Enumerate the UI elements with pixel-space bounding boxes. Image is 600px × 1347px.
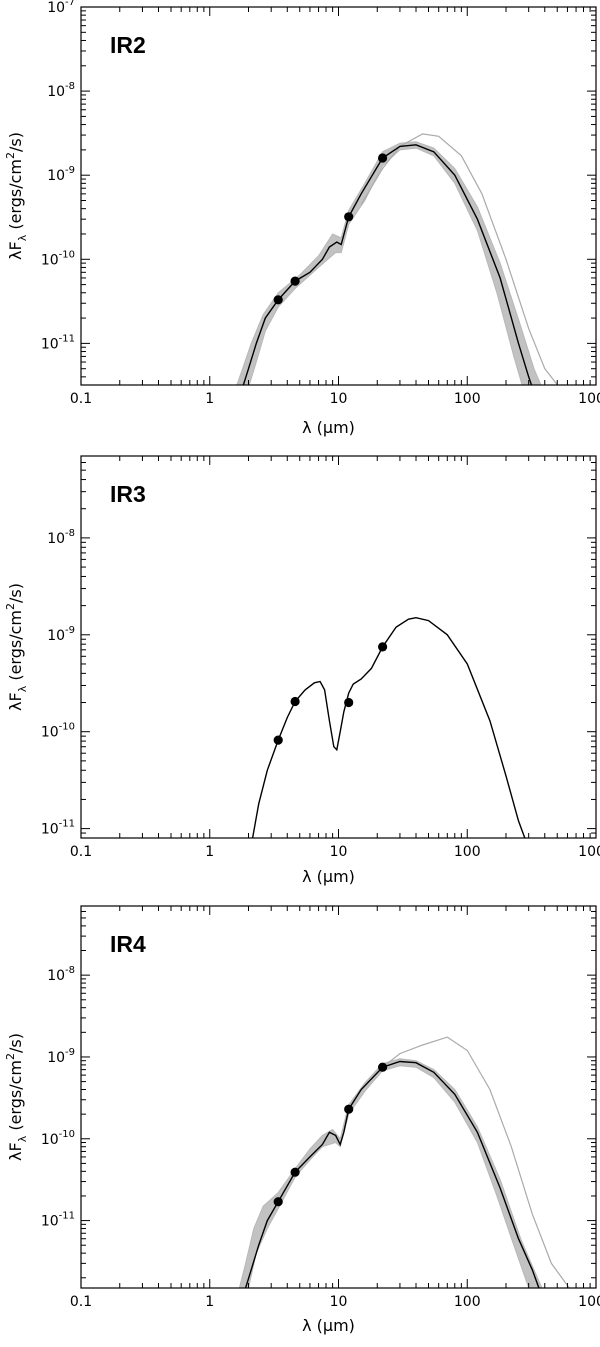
y-tick-label: 10-8 bbox=[47, 81, 75, 100]
x-tick-label: 100 bbox=[454, 391, 481, 407]
x-axis-label: λ (μm) bbox=[302, 867, 355, 886]
x-axis-label: λ (μm) bbox=[302, 1316, 355, 1335]
best-fit-line bbox=[251, 616, 526, 838]
data-point-2 bbox=[290, 1167, 300, 1177]
sed-panel-ir2: 0.1 1 10 100 1000 10-11 10-10 10-9 10-8 10-7 λ (μm… bbox=[4, 0, 600, 437]
y-tick-label: 10-11 bbox=[41, 819, 75, 838]
x-tick-label: 1000 bbox=[578, 391, 600, 407]
y-tick-label: 10-10 bbox=[41, 1129, 75, 1148]
sed-panel-ir3: 0.1 1 10 100 1000 10-11 10-10 10-9 10-8 λ (μm) λFλ… bbox=[4, 455, 600, 886]
x-tick-label: 1000 bbox=[578, 1294, 600, 1310]
data-point-3 bbox=[344, 1104, 354, 1114]
data-point-1 bbox=[273, 295, 283, 305]
y-tick-label: 10-11 bbox=[41, 333, 75, 352]
data-point-2 bbox=[290, 276, 300, 286]
panel-title: IR3 bbox=[110, 481, 146, 507]
y-tick-label: 10-10 bbox=[41, 722, 75, 741]
x-tick-label: 0.1 bbox=[70, 844, 92, 860]
plot-area bbox=[251, 616, 526, 838]
data-point-4 bbox=[378, 153, 388, 163]
data-point-4 bbox=[378, 1062, 388, 1072]
plot-frame bbox=[80, 455, 597, 839]
y-axis-label: λFλ (ergs/cm2/s) bbox=[4, 132, 29, 260]
data-point-3 bbox=[344, 697, 354, 708]
y-axis-label: λFλ (ergs/cm2/s) bbox=[4, 1033, 29, 1161]
sed-panel-ir4: 0.1 1 10 100 1000 10-11 10-10 10-9 10-8 λ (μm) λFλ… bbox=[4, 905, 600, 1335]
data-point-1 bbox=[273, 1197, 283, 1207]
x-tick-label: 10 bbox=[330, 844, 348, 860]
x-tick-label: 0.1 bbox=[70, 391, 92, 407]
panel-title: IR2 bbox=[110, 32, 146, 58]
x-tick-label: 1 bbox=[205, 1294, 214, 1310]
y-tick-label: 10-9 bbox=[47, 165, 75, 184]
data-point-1 bbox=[273, 735, 283, 745]
x-tick-label: 10 bbox=[330, 1294, 348, 1310]
x-tick-label: 10 bbox=[330, 391, 348, 407]
y-tick-label: 10-8 bbox=[47, 528, 75, 547]
y-tick-label: 10-9 bbox=[47, 1047, 75, 1066]
y-tick-label: 10-8 bbox=[47, 965, 75, 984]
panel-title: IR4 bbox=[110, 931, 146, 957]
data-point-4 bbox=[378, 642, 388, 652]
x-tick-label: 0.1 bbox=[70, 1294, 92, 1310]
plot-area bbox=[238, 1036, 570, 1288]
y-tick-label: 10-11 bbox=[41, 1211, 75, 1230]
alternate-model-line bbox=[360, 133, 559, 385]
x-tick-label: 1 bbox=[205, 844, 214, 860]
alternate-model-line bbox=[360, 1036, 570, 1288]
plot-area bbox=[236, 133, 559, 385]
y-tick-label: 10-10 bbox=[41, 249, 75, 268]
x-tick-label: 1 bbox=[205, 391, 214, 407]
x-axis-label: λ (μm) bbox=[302, 418, 355, 437]
plot-frame bbox=[80, 905, 597, 1289]
model-range-band bbox=[236, 141, 542, 385]
x-tick-label: 100 bbox=[454, 844, 481, 860]
y-tick-label: 10-7 bbox=[47, 0, 75, 16]
x-tick-label: 100 bbox=[454, 1294, 481, 1310]
data-point-3 bbox=[344, 212, 354, 222]
x-tick-label: 1000 bbox=[578, 844, 600, 860]
best-fit-line bbox=[244, 1060, 540, 1288]
data-point-2 bbox=[290, 696, 300, 707]
y-axis-label: λFλ (ergs/cm2/s) bbox=[4, 583, 29, 711]
model-range-band bbox=[238, 1058, 543, 1288]
y-tick-label: 10-9 bbox=[47, 625, 75, 644]
